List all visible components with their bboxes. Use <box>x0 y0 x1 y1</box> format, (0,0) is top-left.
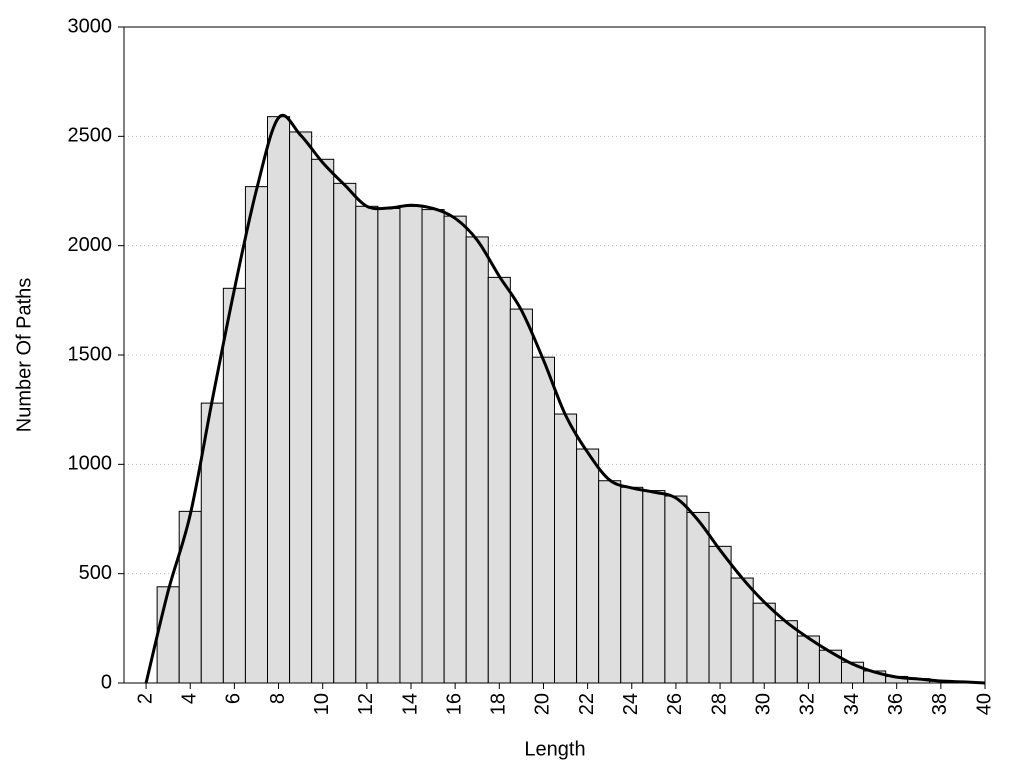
bar <box>178 510 202 684</box>
density-line <box>144 114 986 685</box>
bar <box>399 205 423 684</box>
y-tick-label: 3000 <box>68 15 113 37</box>
x-tick-label: 38 <box>929 693 951 715</box>
x-tick-label: 10 <box>311 693 333 715</box>
x-tick-label: 26 <box>664 693 686 715</box>
x-tick-label: 34 <box>841 693 863 715</box>
x-tick-label: 20 <box>532 693 554 715</box>
bar <box>333 182 357 684</box>
y-tick-label: 2000 <box>68 234 113 256</box>
bar <box>664 495 688 684</box>
bar <box>774 620 798 684</box>
x-tick-label: 12 <box>355 693 377 715</box>
y-tick-label: 1000 <box>68 453 113 475</box>
x-tick-label: 2 <box>134 693 156 704</box>
x-tick-label: 16 <box>443 693 465 715</box>
bar <box>598 480 622 684</box>
x-tick-label: 8 <box>267 693 289 704</box>
bar <box>487 276 511 684</box>
x-tick-label: 6 <box>223 693 245 704</box>
bar <box>156 586 180 684</box>
bar <box>509 308 533 684</box>
y-tick-label: 2500 <box>68 125 113 147</box>
bar <box>465 236 489 684</box>
bar <box>355 205 379 684</box>
x-tick-label: 40 <box>973 693 995 715</box>
bar <box>244 186 269 684</box>
bar <box>443 215 467 684</box>
bar <box>554 413 578 684</box>
bar <box>620 486 644 684</box>
plot-frame <box>123 26 986 684</box>
x-tick-label: 14 <box>399 693 421 715</box>
x-tick-label: 28 <box>708 693 730 715</box>
bar <box>222 287 246 684</box>
bar <box>730 577 754 684</box>
x-tick-label: 24 <box>620 693 642 715</box>
bar <box>686 511 710 684</box>
x-tick-label: 32 <box>797 693 819 715</box>
bar <box>377 207 401 684</box>
bar <box>311 158 335 684</box>
x-tick-label: 30 <box>753 693 775 715</box>
bar <box>421 209 445 684</box>
x-tick-label: 22 <box>576 693 598 715</box>
bar <box>708 545 732 684</box>
x-tick-label: 18 <box>488 693 510 715</box>
y-tick-label: 0 <box>101 671 112 693</box>
x-tick-label: 4 <box>179 693 201 704</box>
bar <box>642 490 666 684</box>
x-axis-label: Length <box>524 738 585 760</box>
bar <box>752 602 776 684</box>
bar <box>289 131 313 684</box>
bar <box>267 116 291 684</box>
bar <box>576 448 600 684</box>
x-tick-label: 36 <box>885 693 907 715</box>
y-tick-label: 1500 <box>68 343 113 365</box>
bar <box>531 356 556 684</box>
y-tick-label: 500 <box>79 562 112 584</box>
y-axis-label: Number Of Paths <box>13 278 35 433</box>
